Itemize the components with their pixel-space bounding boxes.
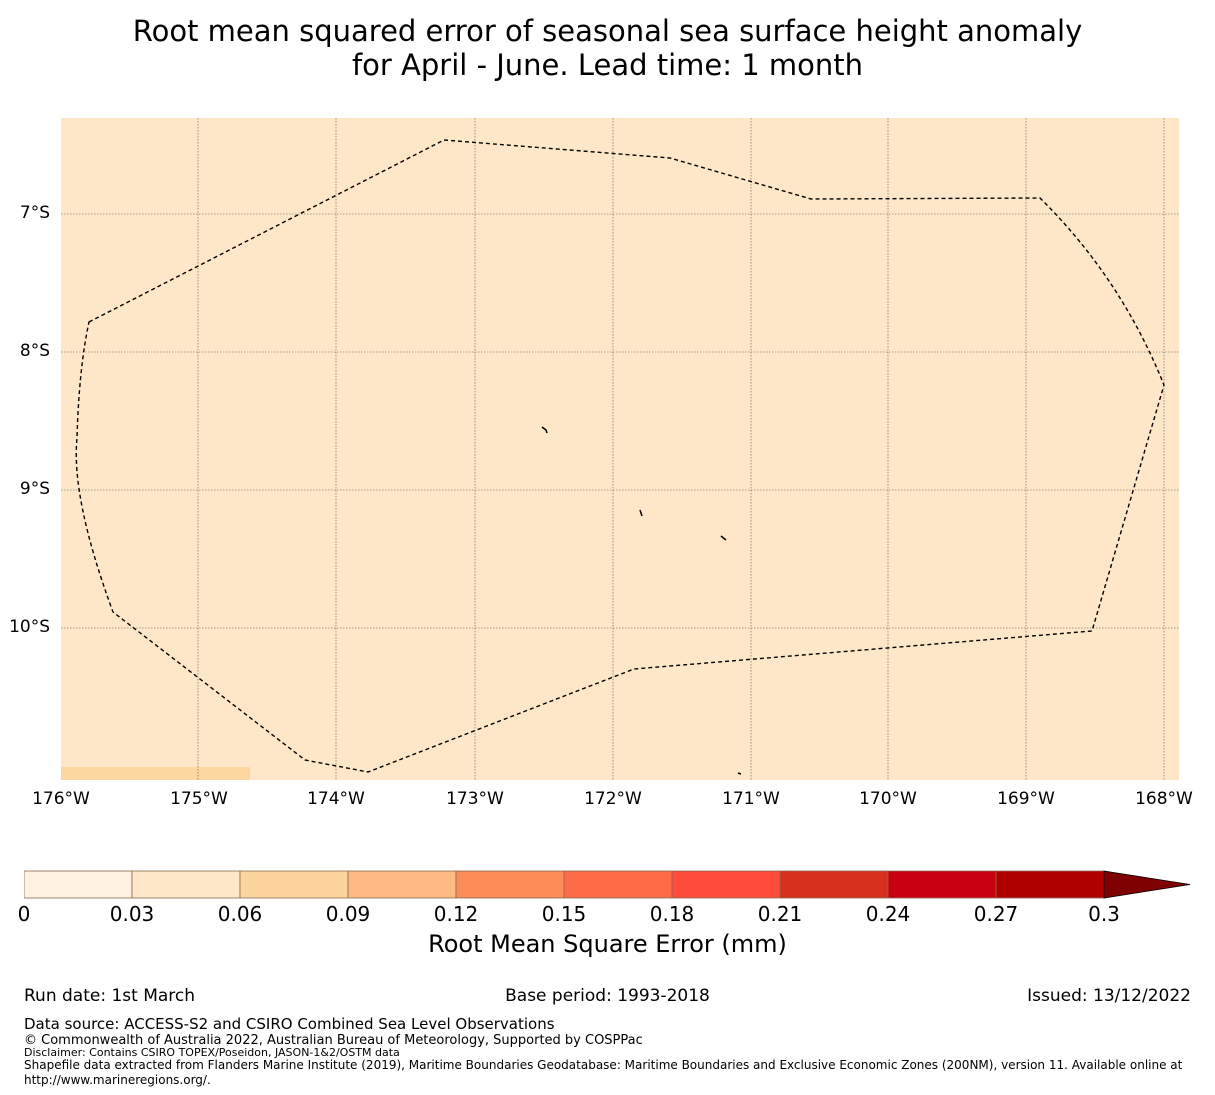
map-canvas bbox=[61, 118, 1179, 780]
eez-boundary bbox=[75, 139, 1165, 773]
colorbar-tick-label: 0.12 bbox=[433, 902, 479, 926]
colorbar-segment bbox=[239, 870, 349, 899]
island bbox=[720, 535, 727, 541]
colorbar-segment bbox=[455, 870, 565, 899]
island bbox=[737, 772, 742, 775]
shapefile-credit-1: Shapefile data extracted from Flanders M… bbox=[24, 1058, 1183, 1072]
x-tick-label: 168°W bbox=[1135, 789, 1193, 809]
copyright: © Commonwealth of Australia 2022, Austra… bbox=[24, 1033, 643, 1048]
colorbar-segment bbox=[131, 870, 241, 899]
island bbox=[541, 426, 548, 434]
rmse-patch bbox=[61, 767, 250, 780]
title-line-2: for April - June. Lead time: 1 month bbox=[351, 48, 864, 82]
colorbar-tick-label: 0.24 bbox=[865, 902, 911, 926]
map-panel bbox=[61, 118, 1179, 780]
colorbar-tick-label: 0.3 bbox=[1088, 902, 1120, 926]
colorbar-tick-label: 0.03 bbox=[109, 902, 155, 926]
x-tick-label: 170°W bbox=[859, 789, 917, 809]
colorbar-segment bbox=[671, 870, 781, 899]
colorbar-segment bbox=[563, 870, 673, 899]
colorbar-tick-label: 0.27 bbox=[973, 902, 1019, 926]
x-tick-label: 174°W bbox=[307, 789, 365, 809]
colorbar-tick-label: 0.09 bbox=[325, 902, 371, 926]
island bbox=[639, 509, 643, 517]
colorbar-segment bbox=[995, 870, 1105, 899]
colorbar-segment bbox=[24, 870, 133, 899]
x-tick-label: 176°W bbox=[32, 789, 90, 809]
disclaimer: Disclaimer: Contains CSIRO TOPEX/Poseido… bbox=[24, 1046, 400, 1059]
colorbar-tick-label: 0.18 bbox=[649, 902, 695, 926]
colorbar-segment bbox=[779, 870, 889, 899]
colorbar-segment bbox=[887, 870, 997, 899]
colorbar-tick-label: 0.15 bbox=[541, 902, 587, 926]
y-tick-label: 9°S bbox=[19, 479, 50, 499]
x-tick-label: 169°W bbox=[997, 789, 1055, 809]
colorbar bbox=[24, 870, 1191, 899]
y-tick-label: 8°S bbox=[19, 341, 50, 361]
colorbar-extend-arrow bbox=[1103, 870, 1191, 899]
title-line-1: Root mean squared error of seasonal sea … bbox=[132, 14, 1083, 48]
y-tick-label: 10°S bbox=[9, 617, 50, 637]
issued-date: Issued: 13/12/2022 bbox=[1027, 986, 1191, 1006]
colorbar-label: Root Mean Square Error (mm) bbox=[428, 930, 787, 958]
colorbar-segment bbox=[347, 870, 457, 899]
x-tick-label: 173°W bbox=[446, 789, 504, 809]
shapefile-credit-2: http://www.marineregions.org/. bbox=[24, 1073, 211, 1087]
data-source: Data source: ACCESS-S2 and CSIRO Combine… bbox=[24, 1015, 555, 1033]
map-title: Root mean squared error of seasonal sea … bbox=[0, 14, 1215, 82]
x-tick-label: 171°W bbox=[722, 789, 780, 809]
x-tick-label: 172°W bbox=[584, 789, 642, 809]
colorbar-tick-label: 0.06 bbox=[217, 902, 263, 926]
colorbar-tick-label: 0.21 bbox=[757, 902, 803, 926]
gridlines bbox=[61, 118, 1179, 780]
y-tick-label: 7°S bbox=[19, 203, 50, 223]
x-tick-label: 175°W bbox=[170, 789, 228, 809]
base-period: Base period: 1993-2018 bbox=[505, 986, 710, 1006]
run-date: Run date: 1st March bbox=[24, 986, 196, 1006]
colorbar-tick-label: 0 bbox=[17, 902, 31, 926]
